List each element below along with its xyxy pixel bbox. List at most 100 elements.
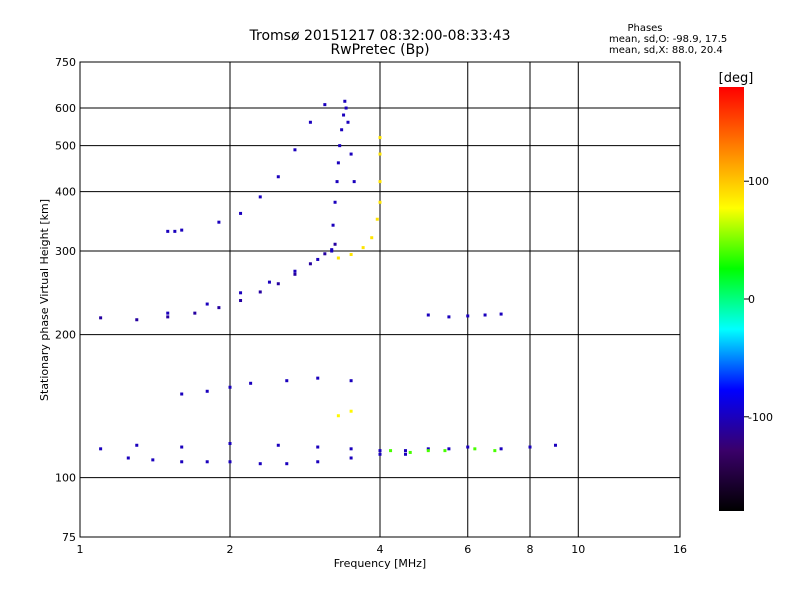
data-point	[276, 175, 280, 179]
x-tick-label: 10	[571, 543, 585, 556]
data-point	[528, 445, 532, 449]
data-point	[258, 290, 262, 294]
grid	[80, 62, 680, 537]
trace-f-layer-o-mode	[166, 248, 334, 315]
data-point	[193, 311, 197, 315]
data-point	[466, 445, 470, 449]
data-point	[316, 445, 320, 449]
trace-f-layer-o-mode	[99, 242, 337, 322]
data-point	[228, 385, 232, 389]
data-point	[166, 311, 170, 315]
data-point	[375, 217, 379, 221]
data-point	[205, 460, 209, 464]
data-point	[466, 314, 470, 318]
data-point	[403, 449, 407, 453]
data-point	[352, 180, 356, 184]
data-point	[349, 456, 353, 460]
data-point	[403, 452, 407, 456]
data-point	[378, 136, 382, 140]
chart-title: Tromsø 20151217 08:32:00-08:33:43	[249, 28, 511, 44]
data-point	[316, 460, 320, 464]
x-tick-label: 2	[227, 543, 234, 556]
chart-subtitle: RwPretec (Bp)	[330, 42, 429, 58]
data-point	[346, 120, 350, 124]
data-point	[135, 318, 139, 322]
y-tick-label: 100	[55, 472, 76, 485]
x-tick-label: 4	[377, 543, 384, 556]
colorbar-ticks: 100 0 -100	[744, 175, 773, 424]
y-tick-labels: 75 100 200 300 400 500 600 750	[55, 56, 76, 544]
data-point	[316, 257, 320, 261]
data-point	[330, 249, 334, 253]
phases-title: Phases	[627, 23, 662, 34]
colorbar-label: [deg]	[719, 71, 754, 86]
trace-f-layer-x-mode	[336, 136, 382, 260]
data-point	[180, 392, 184, 396]
data-point	[217, 220, 221, 224]
data-point	[370, 236, 374, 240]
x-tick-label: 16	[673, 543, 687, 556]
data-point	[349, 379, 353, 383]
trace-es-patch	[166, 228, 184, 233]
data-point	[447, 447, 451, 451]
data-point	[499, 447, 503, 451]
data-point	[166, 315, 170, 319]
data-point	[239, 299, 243, 303]
data-point	[308, 262, 312, 266]
data-point	[258, 462, 262, 466]
data-point	[276, 443, 280, 447]
data-point	[340, 128, 344, 132]
colorbar-tick-label: -100	[748, 411, 773, 424]
trace-f2-upper-trace	[217, 103, 327, 224]
data-point	[361, 246, 365, 250]
data-point	[499, 312, 503, 316]
data-point	[217, 306, 221, 310]
y-tick-label: 400	[55, 186, 76, 199]
data-point	[344, 106, 348, 110]
colorbar-gradient	[719, 87, 744, 511]
data-point	[293, 272, 297, 276]
data-point	[336, 414, 340, 418]
data-point	[343, 99, 347, 103]
data-point	[323, 252, 327, 256]
data-point	[336, 256, 340, 260]
y-tick-label: 750	[55, 56, 76, 69]
data-point	[180, 445, 184, 449]
x-tick-label: 6	[464, 543, 471, 556]
data-point	[267, 280, 271, 284]
data-point	[180, 228, 184, 232]
data-point	[333, 242, 337, 246]
data-point	[493, 449, 497, 453]
y-tick-label: 300	[55, 245, 76, 258]
data-point	[323, 103, 327, 107]
data-point	[349, 252, 353, 256]
x-tick-label: 8	[527, 543, 534, 556]
data-point	[426, 313, 430, 317]
data-point	[336, 161, 340, 165]
data-point	[378, 180, 382, 184]
data-point	[342, 113, 346, 117]
colorbar-tick-label: 100	[748, 175, 769, 188]
data-point	[228, 460, 232, 464]
y-tick-label: 500	[55, 140, 76, 153]
data-point	[258, 195, 262, 199]
data-point	[166, 229, 170, 233]
data-point	[285, 462, 289, 466]
colorbar-tick-label: 0	[748, 293, 755, 306]
trace-e-layer-o-mode	[126, 452, 407, 466]
data-point	[316, 376, 320, 380]
trace-f-layer-o-mode-cusp	[330, 99, 356, 253]
data-point	[349, 152, 353, 156]
data-point	[228, 442, 232, 446]
x-tick-label: 1	[77, 543, 84, 556]
data-point	[239, 291, 243, 295]
data-point	[426, 449, 430, 453]
trace-e-layer-echo	[389, 447, 497, 454]
data-point	[180, 460, 184, 464]
data-point	[173, 229, 177, 233]
trace-extra-echo	[336, 409, 353, 418]
data-point	[293, 269, 297, 273]
data-point	[338, 144, 342, 148]
